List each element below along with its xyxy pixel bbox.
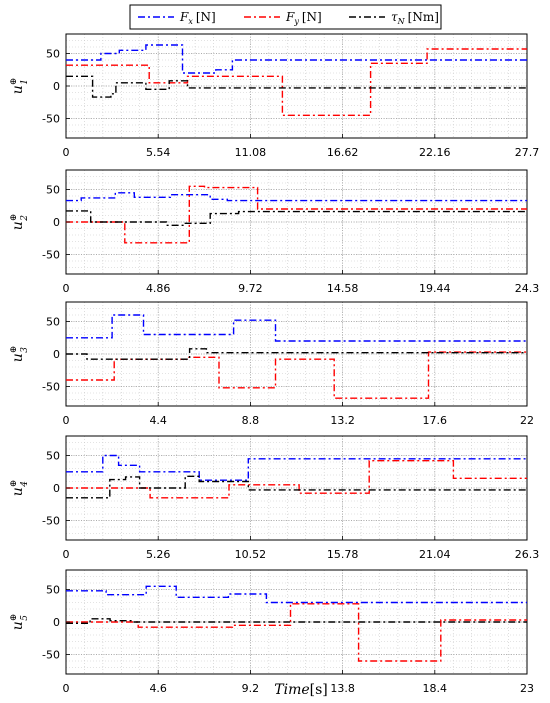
y-tick-label: 50 — [46, 48, 60, 61]
series-Fy — [66, 185, 527, 244]
subplot-2: 0 4.86 9.72 14.58 19.44 24.3 50 0 -50 u⊕2 — [9, 169, 540, 295]
subplot-1: 0 5.54 11.08 16.62 22.16 27.7 50 0 -50 u⊕1 — [9, 33, 540, 159]
y-axis-label: u⊕2 — [9, 214, 30, 231]
y-tick-label: -50 — [42, 515, 60, 528]
x-tick-label: 14.58 — [327, 282, 359, 295]
subplot-5: 0 4.6 9.2 13.8 18.4 23 50 0 -50 u⊕5 — [9, 569, 534, 695]
legend-label: τN [Nm] — [391, 10, 439, 26]
x-tick-label: 5.54 — [146, 146, 171, 159]
y-axis-label: u⊕1 — [9, 78, 30, 95]
y-axis-label: u⊕3 — [9, 346, 30, 363]
x-tick-label: 22 — [520, 414, 534, 427]
x-tick-label: 13.2 — [330, 414, 355, 427]
x-label-main: Time — [274, 682, 309, 698]
series-Fy — [66, 603, 527, 662]
series-Fy — [66, 460, 527, 499]
x-tick-label: 18.4 — [423, 682, 448, 695]
legend-label: Fx [N] — [179, 10, 216, 26]
x-tick-label: 19.44 — [419, 282, 451, 295]
y-tick-label: 0 — [53, 482, 60, 495]
subplot-3: 0 4.4 8.8 13.2 17.6 22 50 0 -50 u⊕3 — [9, 301, 534, 427]
y-axis-label: u⊕4 — [9, 480, 30, 497]
series-τN — [66, 475, 527, 499]
x-tick-label: 0 — [63, 548, 70, 561]
subplots: 0 5.54 11.08 16.62 22.16 27.7 50 0 -50 u⊕1 0 4.86 9.… — [9, 33, 540, 695]
y-tick-label: 0 — [53, 616, 60, 629]
x-tick-label: 4.4 — [149, 414, 167, 427]
legend: Fx [N] Fy [N] τN [Nm] — [129, 4, 442, 30]
x-tick-label: 21.04 — [419, 548, 451, 561]
x-tick-label: 17.6 — [423, 414, 448, 427]
x-label-unit: [s] — [310, 682, 328, 698]
x-tick-label: 23 — [520, 682, 534, 695]
x-tick-label: 9.2 — [242, 682, 260, 695]
x-tick-label: 5.26 — [146, 548, 171, 561]
x-tick-label: 9.72 — [238, 282, 263, 295]
series-τN — [66, 618, 527, 624]
x-tick-label: 15.78 — [327, 548, 359, 561]
series-Fx — [66, 192, 527, 202]
x-tick-label: 0 — [63, 682, 70, 695]
series-τN — [66, 348, 527, 360]
subplot-4: 0 5.26 10.52 15.78 21.04 26.3 50 0 -50 u⊕4 — [9, 435, 540, 561]
x-axis-label: Time[s] — [274, 682, 328, 698]
y-tick-label: 50 — [46, 450, 60, 463]
y-tick-label: -50 — [42, 113, 60, 126]
x-tick-label: 24.3 — [515, 282, 540, 295]
legend-entry-x: Fx [N] — [138, 10, 216, 26]
y-tick-label: 50 — [46, 184, 60, 197]
series-τN — [66, 75, 527, 98]
x-tick-label: 10.52 — [235, 548, 267, 561]
y-tick-label: 50 — [46, 316, 60, 329]
x-tick-label: 13.8 — [330, 682, 355, 695]
x-tick-label: 4.6 — [149, 682, 167, 695]
x-tick-label: 11.08 — [235, 146, 267, 159]
series-Fx — [66, 454, 527, 481]
y-tick-label: -50 — [42, 381, 60, 394]
y-tick-label: -50 — [42, 649, 60, 662]
y-tick-label: -50 — [42, 249, 60, 262]
x-tick-label: 0 — [63, 414, 70, 427]
legend-entry-y: Fy [N] — [244, 10, 322, 26]
x-tick-label: 0 — [63, 146, 70, 159]
series-Fx — [66, 314, 527, 342]
series-Fx — [66, 585, 527, 604]
series-Fy — [66, 351, 527, 399]
x-tick-label: 27.7 — [515, 146, 540, 159]
y-tick-label: 0 — [53, 80, 60, 93]
y-axis-label: u⊕5 — [9, 614, 30, 631]
y-tick-label: 50 — [46, 584, 60, 597]
legend-box — [129, 4, 442, 30]
y-tick-label: 0 — [53, 348, 60, 361]
x-tick-label: 16.62 — [327, 146, 359, 159]
series-τN — [66, 210, 527, 227]
y-tick-label: 0 — [53, 216, 60, 229]
x-tick-label: 0 — [63, 282, 70, 295]
x-tick-label: 8.8 — [242, 414, 260, 427]
series-Fy — [66, 48, 527, 117]
x-tick-label: 4.86 — [146, 282, 171, 295]
x-tick-label: 26.3 — [515, 548, 540, 561]
x-tick-label: 22.16 — [419, 146, 451, 159]
legend-label: Fy [N] — [285, 10, 322, 26]
legend-entry-N: τN [Nm] — [349, 10, 439, 26]
